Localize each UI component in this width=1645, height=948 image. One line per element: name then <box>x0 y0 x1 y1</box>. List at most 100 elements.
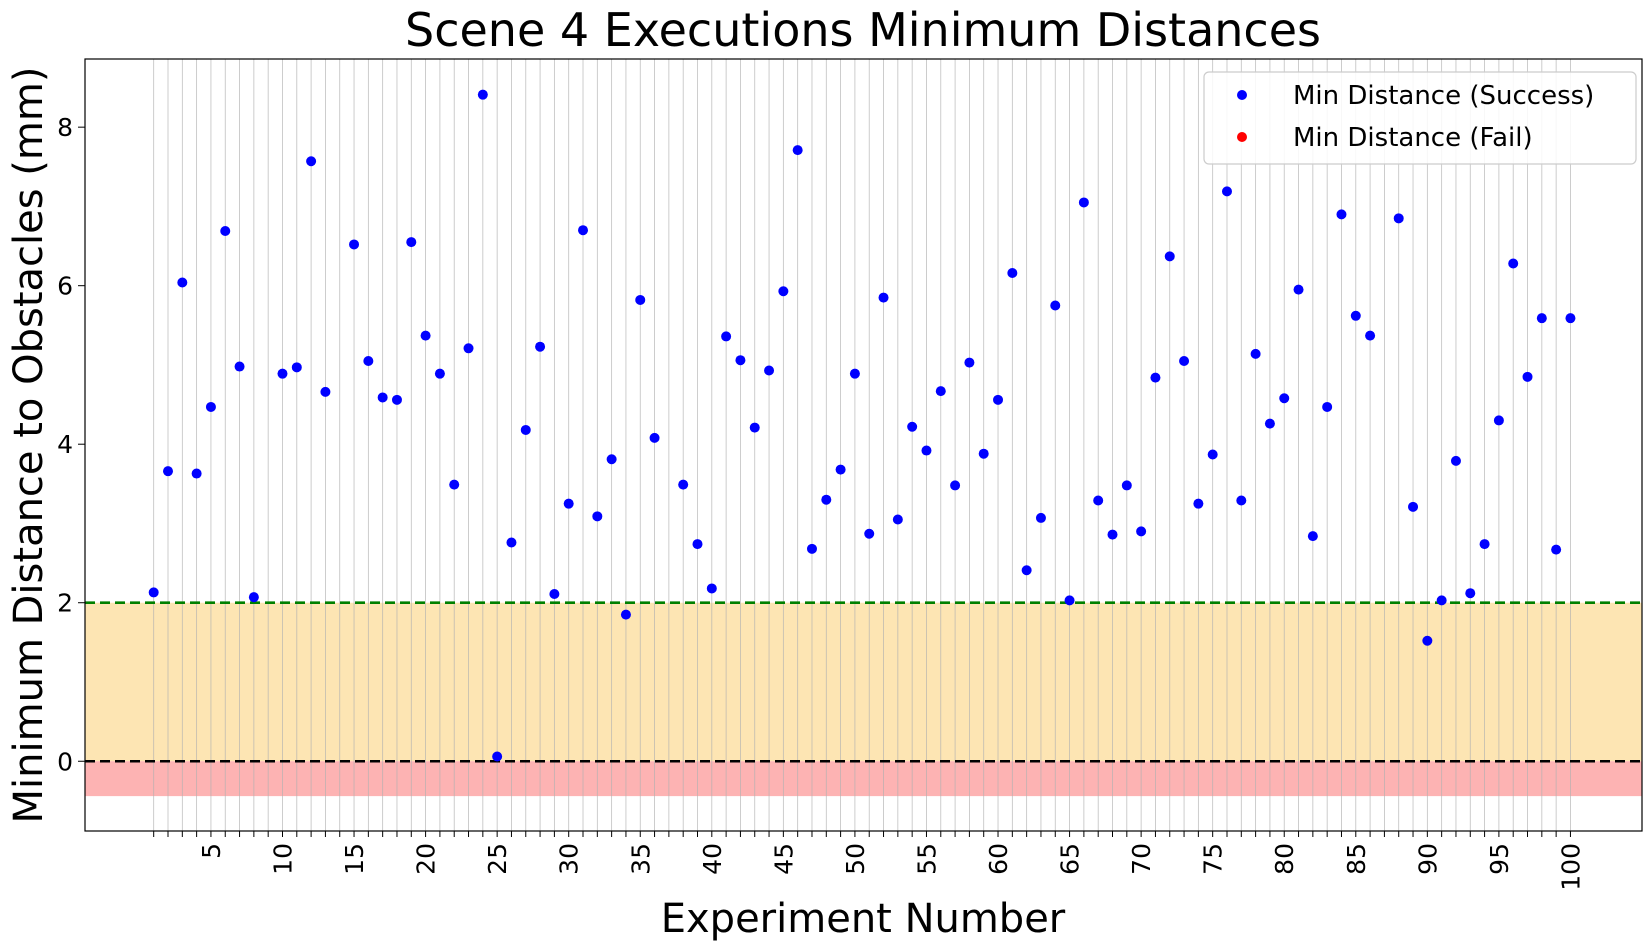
data-point-success <box>678 479 689 490</box>
data-point-success <box>1179 355 1190 366</box>
data-point-success <box>606 454 617 465</box>
data-point-success <box>907 421 918 432</box>
x-tick-label: 50 <box>841 843 870 875</box>
data-point-success <box>706 583 717 594</box>
legend: Min Distance (Success) Min Distance (Fai… <box>1203 71 1637 165</box>
data-point-success <box>1093 495 1104 506</box>
data-point-success <box>692 539 703 550</box>
data-point-success <box>1393 213 1404 224</box>
data-point-success <box>291 362 302 373</box>
data-point-success <box>1422 635 1433 646</box>
y-tick-label: 0 <box>57 747 73 776</box>
y-axis-ticks: 0 2 4 6 8 <box>57 113 85 776</box>
legend-marker-success <box>1237 90 1247 100</box>
data-point-success <box>764 365 775 376</box>
data-point-success <box>406 237 417 248</box>
data-point-success <box>1064 595 1075 606</box>
data-point-success <box>620 609 631 620</box>
data-point-success <box>220 225 231 236</box>
data-point-success <box>1479 539 1490 550</box>
y-axis-label: Minimum Distance to Obstacles (mm) <box>6 67 52 824</box>
data-point-success <box>735 355 746 366</box>
data-points <box>148 89 1576 762</box>
legend-label-success: Min Distance (Success) <box>1293 81 1594 111</box>
data-point-success <box>1264 418 1275 429</box>
data-point-success <box>1551 544 1562 555</box>
x-tick-label: 5 <box>197 843 226 859</box>
legend-marker-fail <box>1237 132 1247 142</box>
data-point-success <box>535 341 546 352</box>
data-point-success <box>205 401 216 412</box>
data-point-success <box>549 589 560 600</box>
vertical-grid <box>153 59 1571 831</box>
data-point-success <box>993 394 1004 405</box>
y-tick-label: 4 <box>57 430 73 459</box>
x-tick-label: 10 <box>268 843 297 875</box>
data-point-success <box>363 355 374 366</box>
data-point-success <box>420 330 431 341</box>
x-tick-label: 95 <box>1485 843 1514 875</box>
data-point-success <box>1565 313 1576 324</box>
data-point-success <box>349 239 360 250</box>
x-axis-ticks: 5 10 15 20 25 30 35 40 45 50 55 60 65 70 75 80 85 90 95 100 <box>153 831 1585 891</box>
data-point-success <box>835 464 846 475</box>
data-point-success <box>177 277 188 288</box>
data-point-success <box>849 368 860 379</box>
data-point-success <box>978 448 989 459</box>
data-point-success <box>749 422 760 433</box>
data-point-success <box>1007 268 1018 279</box>
data-point-success <box>520 424 531 435</box>
x-tick-label: 15 <box>340 843 369 875</box>
data-point-success <box>1293 284 1304 295</box>
data-point-success <box>806 543 817 554</box>
band-0 <box>85 602 1642 762</box>
data-point-success <box>1078 197 1089 208</box>
data-point-success <box>1450 455 1461 466</box>
data-point-success <box>506 537 517 548</box>
data-point-success <box>492 751 503 762</box>
data-point-success <box>1121 480 1132 491</box>
data-point-success <box>721 331 732 342</box>
data-point-success <box>391 394 402 405</box>
plot-frame <box>84 58 1643 832</box>
x-tick-label: 20 <box>412 843 441 875</box>
data-point-success <box>778 286 789 297</box>
x-tick-label: 35 <box>626 843 655 875</box>
data-point-success <box>1021 565 1032 576</box>
data-point-success <box>635 294 646 305</box>
data-point-success <box>563 498 574 509</box>
data-point-success <box>1365 330 1376 341</box>
data-point-success <box>578 225 589 236</box>
x-axis-label: Experiment Number <box>661 896 1066 942</box>
x-tick-label: 90 <box>1413 843 1442 875</box>
data-point-success <box>649 432 660 443</box>
data-point-success <box>1279 393 1290 404</box>
data-point-success <box>1107 529 1118 540</box>
x-tick-label: 25 <box>483 843 512 875</box>
y-tick-label: 6 <box>57 272 73 301</box>
data-point-success <box>1236 495 1247 506</box>
x-tick-label: 65 <box>1056 843 1085 875</box>
data-point-success <box>463 343 474 354</box>
data-point-success <box>921 445 932 456</box>
x-tick-label: 60 <box>984 843 1013 875</box>
data-point-success <box>1221 186 1232 197</box>
data-point-success <box>277 368 288 379</box>
data-point-success <box>821 494 832 505</box>
data-point-success <box>1193 498 1204 509</box>
data-point-success <box>449 479 460 490</box>
x-tick-label: 55 <box>912 843 941 875</box>
data-point-success <box>191 468 202 479</box>
data-point-success <box>1307 531 1318 542</box>
x-tick-label: 30 <box>555 843 584 875</box>
legend-label-fail: Min Distance (Fail) <box>1293 123 1533 153</box>
data-point-success <box>950 480 961 491</box>
data-point-success <box>1350 310 1361 321</box>
data-point-success <box>892 514 903 525</box>
data-point-success <box>1536 313 1547 324</box>
data-point-success <box>964 357 975 368</box>
legend-box <box>1203 71 1637 165</box>
x-tick-label: 40 <box>698 843 727 875</box>
data-point-success <box>248 592 259 603</box>
